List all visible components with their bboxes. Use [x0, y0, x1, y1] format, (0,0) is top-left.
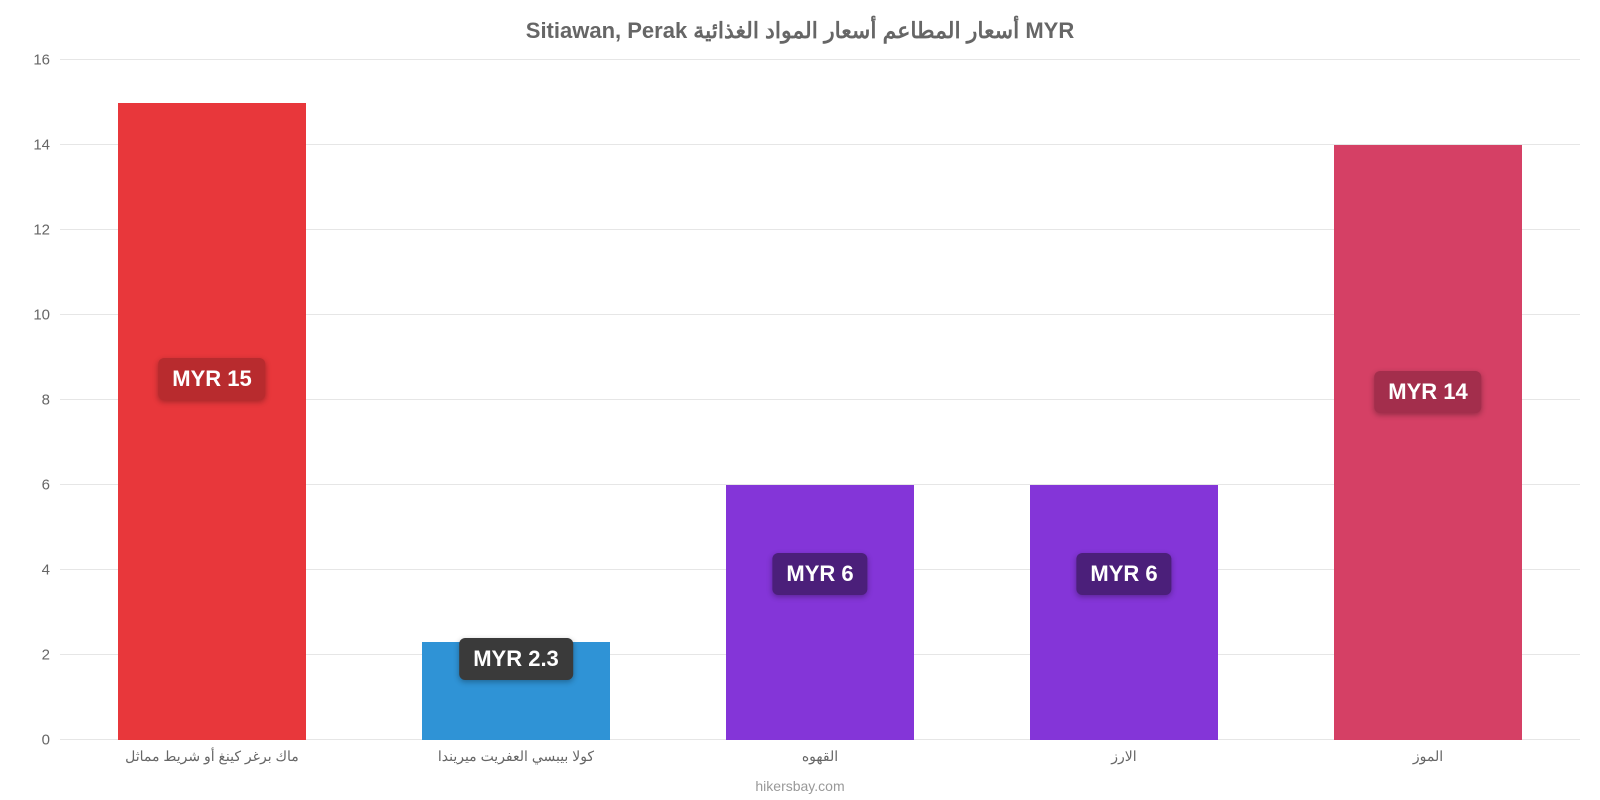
- x-tick-label: كولا بيبسي العفريت ميريندا: [438, 740, 594, 765]
- chart-title: Sitiawan, Perak أسعار المطاعم أسعار المو…: [0, 18, 1600, 44]
- bar: الارز: [1030, 485, 1218, 740]
- value-badge: MYR 6: [772, 553, 867, 595]
- value-badge: MYR 14: [1374, 371, 1481, 413]
- x-tick-label: الارز: [1111, 740, 1136, 765]
- y-tick-label: 6: [42, 477, 60, 494]
- y-tick-label: 12: [33, 222, 60, 239]
- bar: الموز: [1334, 145, 1522, 740]
- plot-area: 0246810121416ماك برغر كينغ أو شريط مماثل…: [60, 60, 1580, 740]
- x-tick-label: الموز: [1413, 740, 1443, 765]
- y-tick-label: 10: [33, 307, 60, 324]
- y-tick-label: 0: [42, 732, 60, 749]
- value-badge: MYR 2.3: [459, 638, 573, 680]
- value-badge: MYR 6: [1076, 553, 1171, 595]
- value-badge: MYR 15: [158, 358, 265, 400]
- y-tick-label: 8: [42, 392, 60, 409]
- y-tick-label: 2: [42, 647, 60, 664]
- gridline: [60, 59, 1580, 60]
- y-tick-label: 16: [33, 52, 60, 69]
- price-bar-chart: Sitiawan, Perak أسعار المطاعم أسعار المو…: [0, 0, 1600, 800]
- x-tick-label: القهوه: [802, 740, 838, 765]
- bar: ماك برغر كينغ أو شريط مماثل: [118, 103, 306, 741]
- y-tick-label: 14: [33, 137, 60, 154]
- chart-footer: hikersbay.com: [0, 778, 1600, 794]
- bar: القهوه: [726, 485, 914, 740]
- y-tick-label: 4: [42, 562, 60, 579]
- x-tick-label: ماك برغر كينغ أو شريط مماثل: [125, 740, 299, 765]
